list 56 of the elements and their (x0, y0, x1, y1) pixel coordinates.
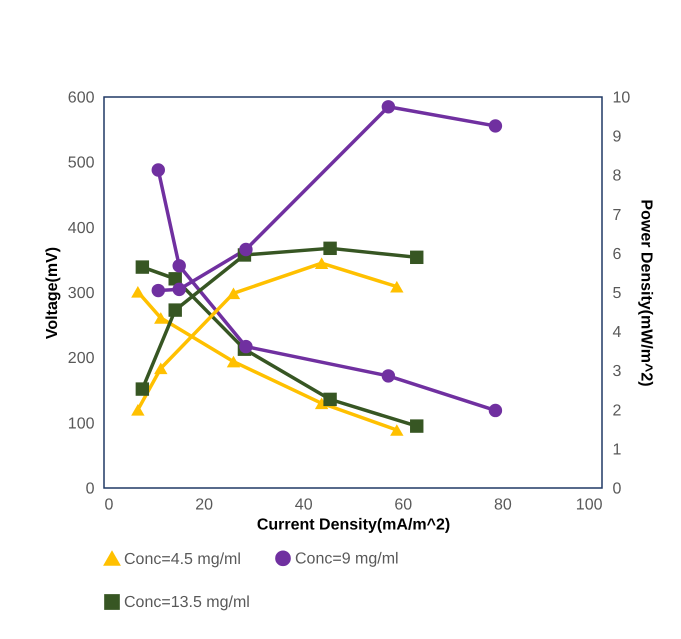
point (410, 250, 424, 264)
point (382, 369, 396, 383)
y-tick-label: 0 (86, 480, 95, 498)
point (410, 419, 424, 433)
y-axis-title: Voltage(mV) (44, 246, 61, 340)
point (152, 163, 165, 177)
point (488, 404, 502, 418)
point (390, 280, 404, 292)
x-tick-label: 60 (394, 496, 412, 514)
point (382, 100, 396, 114)
point (488, 119, 502, 133)
y-tick-label: 500 (68, 154, 95, 172)
point (172, 259, 186, 272)
y-tick-label: 600 (68, 90, 95, 106)
y2-tick-label: 4 (612, 324, 622, 342)
y2-tick-label: 7 (612, 206, 622, 224)
legend-label: Conc=9 mg/ml (295, 550, 399, 568)
y2-tick-label: 1 (612, 441, 622, 458)
y2-tick-label: 5 (612, 285, 622, 302)
y-tick-label: 300 (68, 285, 95, 302)
legend-label: Conc=13.5 mg/ml (124, 594, 250, 611)
point (136, 260, 150, 274)
x-tick-label: 100 (576, 496, 603, 514)
y2-tick-label: 9 (612, 128, 622, 146)
point (323, 392, 337, 406)
point (152, 284, 165, 298)
x-tick-label: 80 (494, 496, 512, 514)
y2-tick-label: 0 (612, 480, 622, 498)
point (314, 257, 328, 269)
y2-tick-label: 6 (612, 246, 622, 263)
x-axis-title: Current Density(mA/m^2) (256, 516, 450, 534)
point (154, 362, 168, 374)
point (239, 242, 253, 256)
y2-tick-label: 3 (612, 363, 622, 380)
x-tick-label: 40 (294, 496, 313, 514)
point (226, 287, 240, 300)
y-tick-label: 400 (68, 220, 95, 237)
x-tick-label: 20 (195, 496, 214, 514)
point (323, 242, 337, 256)
point (226, 356, 240, 368)
y2-tick-label: 2 (612, 402, 622, 420)
point (154, 312, 168, 324)
y-tick-label: 100 (68, 415, 95, 432)
x-tick-label: 0 (104, 496, 114, 514)
point (172, 282, 186, 296)
point (239, 340, 253, 354)
y-tick-label: 200 (68, 350, 95, 368)
point (390, 424, 404, 436)
point (131, 404, 145, 416)
legend-label: Conc=4.5 mg/ml (124, 550, 241, 568)
y2-tick-label: 8 (612, 168, 622, 185)
point (168, 303, 182, 317)
point (131, 286, 145, 298)
y2-axis-title: Power Density(mW/m^2) (637, 199, 654, 387)
point (136, 382, 150, 396)
y2-tick-label: 10 (612, 90, 630, 106)
